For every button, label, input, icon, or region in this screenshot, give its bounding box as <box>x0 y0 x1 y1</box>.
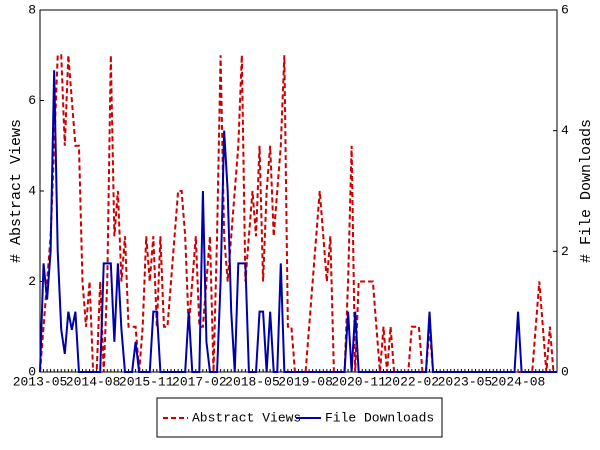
legend-label: Abstract Views <box>192 410 301 425</box>
legend-box <box>156 397 443 438</box>
y-axis-title: # Abstract Views <box>8 119 25 263</box>
x-tick-label: 2019-08 <box>278 374 333 389</box>
x-tick-label: 2020-11 <box>331 374 386 389</box>
y2-axis-title: # File Downloads <box>578 119 595 263</box>
x-tick-label: 2022-02 <box>385 374 440 389</box>
x-tick-label: 2023-05 <box>438 374 493 389</box>
x-tick-label: 2024-08 <box>491 374 546 389</box>
x-tick-label: 2015-11 <box>119 374 174 389</box>
x-tick-label: 2013-05 <box>13 374 68 389</box>
y-tick-label: 0 <box>28 364 36 379</box>
y2-tick-label: 0 <box>561 364 569 379</box>
y-tick-label: 2 <box>28 274 36 289</box>
series-line <box>39 70 557 373</box>
y-tick-label: 8 <box>28 2 36 17</box>
y2-tick-label: 6 <box>561 2 569 17</box>
x-tick-label: 2017-02 <box>172 374 227 389</box>
series-line <box>39 54 557 373</box>
y-tick-label: 6 <box>28 93 36 108</box>
y-tick-label: 4 <box>28 183 36 198</box>
y2-tick-label: 4 <box>561 123 569 138</box>
x-tick-label: 2018-05 <box>225 374 280 389</box>
legend-label: File Downloads <box>325 410 434 425</box>
y2-tick-label: 2 <box>561 244 569 259</box>
x-tick-label: 2014-08 <box>66 374 121 389</box>
